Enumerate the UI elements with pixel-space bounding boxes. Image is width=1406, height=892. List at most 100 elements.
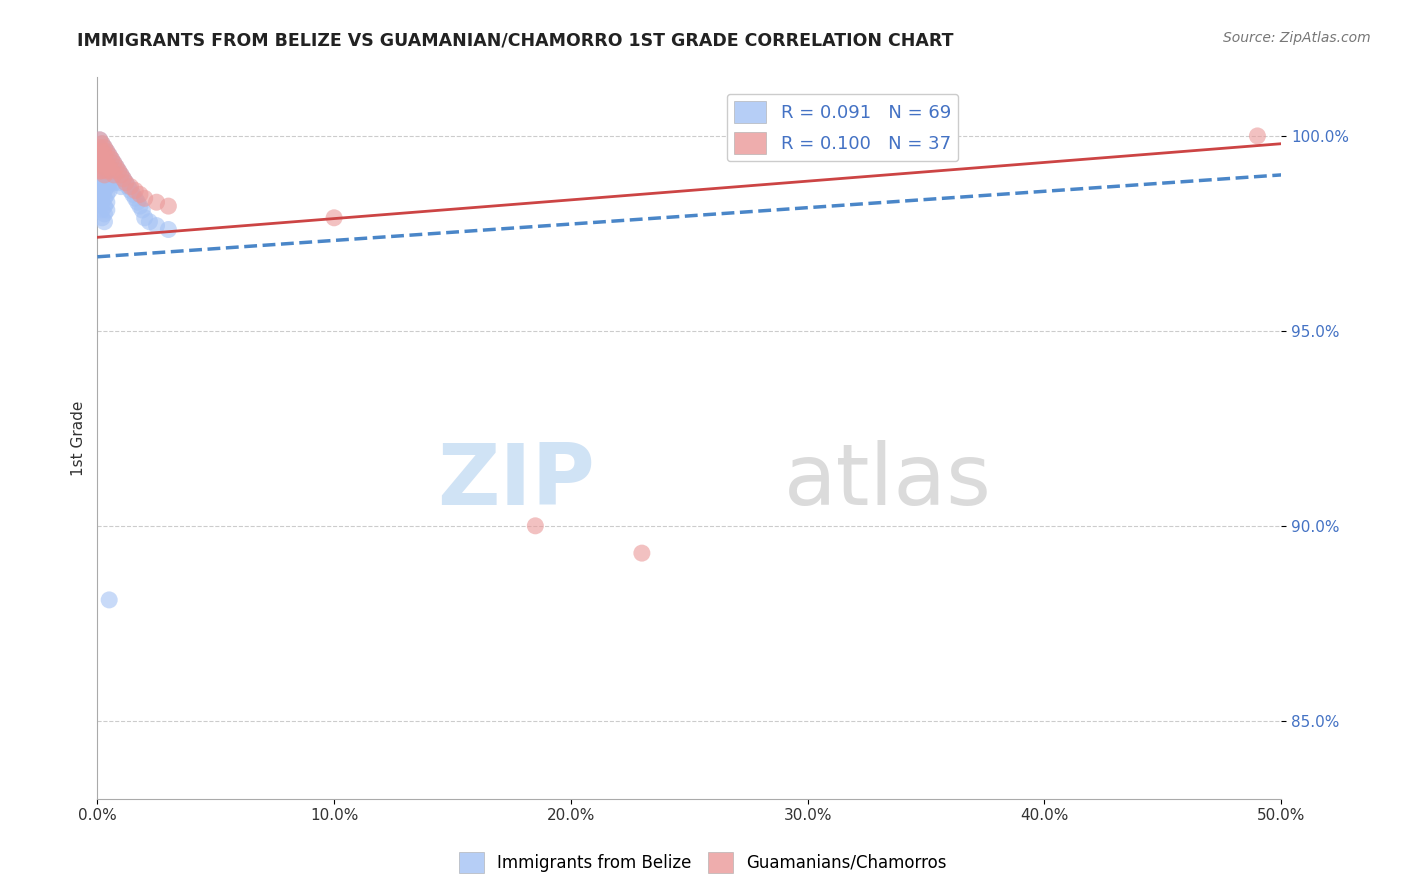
Point — [100, 153, 122, 167]
Point — [89, 168, 111, 182]
Point — [110, 179, 132, 194]
Point — [98, 593, 121, 607]
Point — [98, 148, 121, 162]
Point — [98, 148, 121, 162]
Point — [103, 164, 125, 178]
Point — [157, 199, 180, 213]
Point — [114, 176, 136, 190]
Point — [93, 168, 115, 182]
Point — [114, 176, 136, 190]
Point — [91, 145, 114, 159]
Point — [93, 184, 115, 198]
Point — [91, 171, 114, 186]
Point — [93, 148, 115, 162]
Point — [93, 148, 115, 162]
Point — [93, 215, 115, 229]
Point — [91, 164, 114, 178]
Point — [129, 187, 152, 202]
Point — [89, 184, 111, 198]
Point — [89, 191, 111, 205]
Point — [105, 160, 128, 174]
Point — [89, 133, 111, 147]
Point — [145, 195, 167, 210]
Point — [98, 184, 121, 198]
Point — [1246, 128, 1268, 143]
Point — [91, 211, 114, 225]
Point — [89, 140, 111, 154]
Point — [103, 156, 125, 170]
Point — [93, 164, 115, 178]
Point — [93, 160, 115, 174]
Point — [89, 148, 111, 162]
Point — [96, 145, 118, 159]
Text: IMMIGRANTS FROM BELIZE VS GUAMANIAN/CHAMORRO 1ST GRADE CORRELATION CHART: IMMIGRANTS FROM BELIZE VS GUAMANIAN/CHAM… — [77, 31, 953, 49]
Point — [138, 215, 160, 229]
Point — [91, 136, 114, 151]
Point — [100, 153, 122, 167]
Point — [131, 202, 153, 217]
Y-axis label: 1st Grade: 1st Grade — [72, 401, 86, 475]
Point — [524, 518, 547, 533]
Point — [103, 176, 125, 190]
Point — [93, 176, 115, 190]
Point — [134, 191, 156, 205]
Point — [91, 153, 114, 167]
Point — [89, 148, 111, 162]
Point — [100, 171, 122, 186]
Point — [89, 156, 111, 170]
Point — [96, 164, 118, 178]
Point — [98, 168, 121, 182]
Point — [96, 153, 118, 167]
Point — [96, 145, 118, 159]
Point — [129, 199, 152, 213]
Point — [110, 168, 132, 182]
Text: atlas: atlas — [785, 440, 991, 523]
Point — [96, 195, 118, 210]
Point — [117, 179, 139, 194]
Point — [157, 222, 180, 236]
Point — [96, 202, 118, 217]
Point — [91, 202, 114, 217]
Point — [100, 164, 122, 178]
Point — [121, 187, 143, 202]
Point — [98, 160, 121, 174]
Point — [93, 140, 115, 154]
Point — [93, 191, 115, 205]
Point — [91, 156, 114, 170]
Point — [120, 184, 142, 198]
Text: ZIP: ZIP — [437, 440, 595, 523]
Point — [98, 156, 121, 170]
Point — [91, 195, 114, 210]
Point — [89, 164, 111, 178]
Point — [96, 168, 118, 182]
Point — [91, 179, 114, 194]
Point — [91, 145, 114, 159]
Text: Source: ZipAtlas.com: Source: ZipAtlas.com — [1223, 31, 1371, 45]
Legend: R = 0.091   N = 69, R = 0.100   N = 37: R = 0.091 N = 69, R = 0.100 N = 37 — [727, 94, 959, 161]
Point — [93, 207, 115, 221]
Point — [145, 219, 167, 233]
Point — [107, 164, 129, 178]
Point — [120, 179, 142, 194]
Point — [93, 199, 115, 213]
Point — [105, 168, 128, 182]
Point — [127, 195, 149, 210]
Point — [93, 156, 115, 170]
Point — [98, 176, 121, 190]
Point — [107, 176, 129, 190]
Point — [91, 160, 114, 174]
Point — [103, 168, 125, 182]
Point — [103, 156, 125, 170]
Point — [91, 136, 114, 151]
Point — [110, 168, 132, 182]
Point — [105, 160, 128, 174]
Point — [89, 176, 111, 190]
Point — [96, 179, 118, 194]
Point — [124, 191, 146, 205]
Point — [107, 164, 129, 178]
Point — [323, 211, 346, 225]
Point — [112, 171, 135, 186]
Point — [89, 156, 111, 170]
Point — [91, 187, 114, 202]
Point — [134, 211, 156, 225]
